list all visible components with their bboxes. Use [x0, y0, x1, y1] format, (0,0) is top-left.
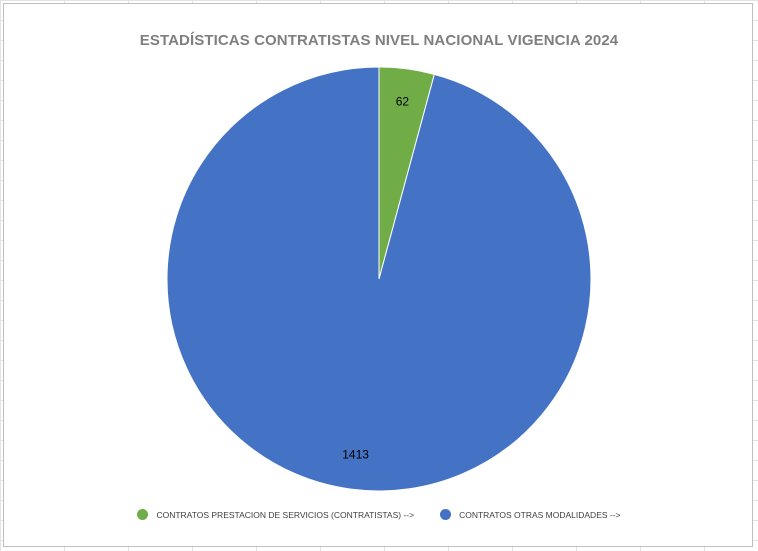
legend-swatch-blue — [440, 509, 452, 520]
legend: CONTRATOS PRESTACION DE SERVICIOS (CONTR… — [4, 509, 754, 520]
pie-plot: 62 1413 — [166, 66, 592, 492]
pie-slice-otras-modalidades[interactable] — [166, 66, 592, 492]
chart-title: ESTADÍSTICAS CONTRATISTAS NIVEL NACIONAL… — [139, 32, 619, 49]
legend-item-prestacion-servicios: CONTRATOS PRESTACION DE SERVICIOS (CONTR… — [137, 509, 414, 520]
legend-swatch-green — [137, 509, 149, 520]
data-label: 62 — [396, 95, 410, 109]
chart-area[interactable]: ESTADÍSTICAS CONTRATISTAS NIVEL NACIONAL… — [3, 3, 753, 547]
legend-label: CONTRATOS PRESTACION DE SERVICIOS (CONTR… — [156, 509, 415, 520]
legend-item-otras-modalidades: CONTRATOS OTRAS MODALIDADES --> — [440, 509, 621, 520]
data-label: 1413 — [342, 448, 369, 462]
legend-label: CONTRATOS OTRAS MODALIDADES --> — [459, 509, 621, 520]
